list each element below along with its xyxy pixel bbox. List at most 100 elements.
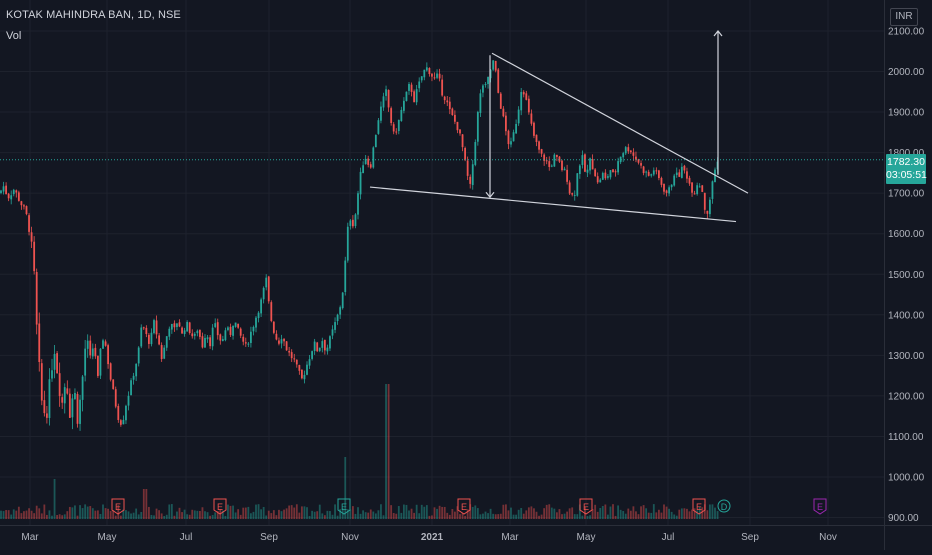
earnings-icon <box>579 498 593 515</box>
candle-body <box>612 169 614 173</box>
candle-body <box>515 123 517 134</box>
volume-bar <box>283 509 285 519</box>
volume-bar <box>716 511 719 519</box>
volume-bar <box>168 504 171 519</box>
candle-body <box>150 332 153 345</box>
volume-bar <box>711 504 714 519</box>
candle-body <box>344 260 347 293</box>
volume-bar <box>647 512 650 519</box>
earnings-icon <box>213 498 227 515</box>
marker-label: E <box>817 502 823 512</box>
volume-bar <box>397 506 400 519</box>
candle-body <box>619 156 622 163</box>
candle-body <box>418 81 421 89</box>
volume-bar <box>476 508 479 519</box>
volume-bar <box>390 505 393 519</box>
candle-body <box>303 374 306 380</box>
volume-bar <box>285 508 288 519</box>
candle-body <box>25 206 28 215</box>
candle-body <box>586 169 589 173</box>
earnings-marker[interactable]: E <box>213 498 227 515</box>
volume-bar <box>313 511 316 519</box>
candle-body <box>655 170 658 172</box>
volume-bar <box>71 507 74 519</box>
candle-body <box>352 219 354 227</box>
candle-body <box>211 327 214 347</box>
candle-body <box>476 112 479 142</box>
volume-bar <box>165 514 168 519</box>
last-price-badge: 1782.30 03:05:51 <box>886 154 927 184</box>
volume-label[interactable]: Vol <box>6 30 22 42</box>
candle-body <box>341 292 344 309</box>
volume-bar <box>94 510 97 519</box>
candle-body <box>469 176 472 184</box>
y-tick-label: 2000.00 <box>888 67 925 78</box>
candle-body <box>196 330 199 334</box>
volume-bar <box>10 514 13 519</box>
volume-bar <box>418 513 421 519</box>
candle-body <box>548 161 551 167</box>
candle-body <box>17 192 20 201</box>
dividend-marker[interactable]: D <box>717 499 731 513</box>
volume-bar <box>145 489 148 519</box>
volume-bar <box>591 509 594 519</box>
volume-bar <box>232 505 234 519</box>
volume-bar <box>535 511 538 519</box>
earnings-marker[interactable]: E <box>337 498 351 515</box>
earnings-marker[interactable]: E <box>813 498 827 515</box>
candle-body <box>538 141 540 150</box>
candle-body <box>525 93 528 100</box>
candle-body <box>466 160 469 176</box>
currency-button[interactable]: INR <box>890 8 918 26</box>
volume-bar <box>201 507 204 519</box>
candle-body <box>372 147 375 168</box>
candle-body <box>290 352 293 359</box>
candle-body <box>191 333 194 337</box>
earnings-marker[interactable]: E <box>457 498 471 515</box>
candle-body <box>15 190 18 193</box>
x-tick-label: Nov <box>819 532 837 543</box>
volume-bar <box>642 505 645 519</box>
volume-bar <box>655 512 658 519</box>
candle-body <box>663 183 665 192</box>
volume-bar <box>612 504 614 519</box>
earnings-marker[interactable]: E <box>579 498 593 515</box>
volume-bar <box>578 504 581 519</box>
candle-body <box>607 176 609 178</box>
candle-body <box>617 161 619 173</box>
symbol-title[interactable]: KOTAK MAHINDRA BAN, 1D, NSE <box>6 9 181 21</box>
y-tick-label: 1100.00 <box>888 432 924 443</box>
volume-bar <box>178 507 181 519</box>
candle-body <box>58 373 61 397</box>
volume-bar <box>357 507 359 519</box>
candle-body <box>448 101 451 110</box>
candle-body <box>683 165 686 171</box>
candles <box>0 60 719 431</box>
candle-body <box>170 323 173 330</box>
candle-body <box>23 205 25 207</box>
candle-body <box>540 149 543 154</box>
candle-body <box>497 69 500 93</box>
volume-bar <box>517 509 520 519</box>
volume-bar <box>696 510 699 519</box>
candle-body <box>229 326 232 335</box>
candle-body <box>76 394 79 424</box>
volume-bar <box>640 506 642 519</box>
candle-body <box>438 73 441 79</box>
candle-body <box>571 193 574 195</box>
candle-body <box>471 164 474 186</box>
volume-bar <box>247 506 250 519</box>
volume-bar <box>196 510 199 519</box>
earnings-marker[interactable]: E <box>111 498 125 515</box>
candle-body <box>624 147 627 154</box>
x-tick-label: Jul <box>662 532 675 543</box>
earnings-marker[interactable]: E <box>692 498 706 515</box>
volume-bar <box>374 513 377 519</box>
candle-body <box>553 154 556 167</box>
candle-body <box>28 215 30 232</box>
candle-body <box>520 92 523 111</box>
candle-body <box>99 348 102 376</box>
x-tick-label: 2021 <box>421 532 444 543</box>
